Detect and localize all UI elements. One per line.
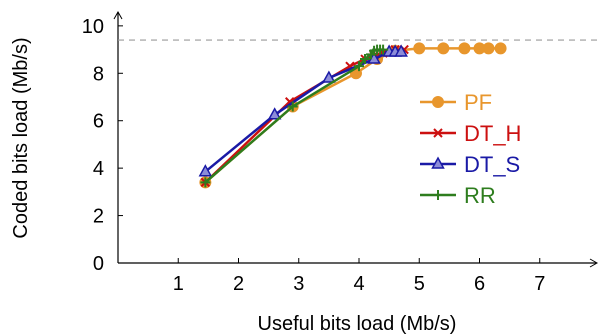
point-marker xyxy=(458,42,471,55)
axes xyxy=(113,10,599,268)
point-marker xyxy=(431,156,445,169)
point-marker xyxy=(437,42,450,55)
legend-label: DT_S xyxy=(464,152,520,177)
legend-label: DT_H xyxy=(464,121,521,146)
series-layer xyxy=(198,42,507,189)
x-tick-label: 4 xyxy=(353,273,364,295)
y-axis-arrow xyxy=(113,10,123,20)
y-tick-label: 4 xyxy=(93,158,104,180)
legend-item-rr: RR xyxy=(420,183,496,208)
point-marker xyxy=(378,44,389,55)
point-marker xyxy=(360,54,371,65)
legend-item-dt-h: DT_H xyxy=(420,121,521,146)
y-tick-label: 10 xyxy=(82,16,104,38)
point-marker xyxy=(494,42,507,55)
legend: PF DT_H DT_S RR xyxy=(420,90,521,208)
y-axis-label: Coded bits load (Mb/s) xyxy=(10,37,32,238)
series-rr xyxy=(200,44,389,188)
point-marker xyxy=(198,164,213,177)
point-marker xyxy=(200,177,211,188)
x-axis-label: Useful bits load (Mb/s) xyxy=(258,313,457,335)
point-marker xyxy=(482,42,495,55)
tick-marks xyxy=(118,25,541,264)
x-axis-arrow xyxy=(589,258,599,268)
series-line xyxy=(204,48,405,184)
legend-item-pf: PF xyxy=(420,90,492,115)
series-dt-s xyxy=(198,44,408,177)
point-marker xyxy=(433,128,443,138)
point-marker xyxy=(287,101,298,112)
x-tick-label: 7 xyxy=(534,273,545,295)
tick-labels: 1 2 3 4 5 6 7 0 2 4 6 8 10 xyxy=(82,16,546,295)
series-dt-h xyxy=(200,44,409,188)
point-marker xyxy=(413,42,426,55)
point-marker xyxy=(394,44,408,57)
y-tick-label: 8 xyxy=(93,63,104,85)
legend-item-dt-s: DT_S xyxy=(420,152,520,177)
point-marker xyxy=(322,70,336,83)
x-tick-label: 1 xyxy=(173,273,184,295)
point-marker xyxy=(432,96,444,108)
legend-label: RR xyxy=(464,183,496,208)
x-tick-label: 5 xyxy=(414,273,425,295)
x-tick-label: 2 xyxy=(233,273,244,295)
x-tick-label: 6 xyxy=(474,273,485,295)
y-tick-label: 2 xyxy=(93,206,104,228)
y-tick-label: 6 xyxy=(93,111,104,133)
point-marker xyxy=(354,61,364,72)
legend-label: PF xyxy=(464,90,492,115)
point-marker xyxy=(433,190,443,200)
point-marker xyxy=(267,107,282,120)
x-tick-label: 3 xyxy=(293,273,304,295)
y-tick-label: 0 xyxy=(93,253,104,275)
